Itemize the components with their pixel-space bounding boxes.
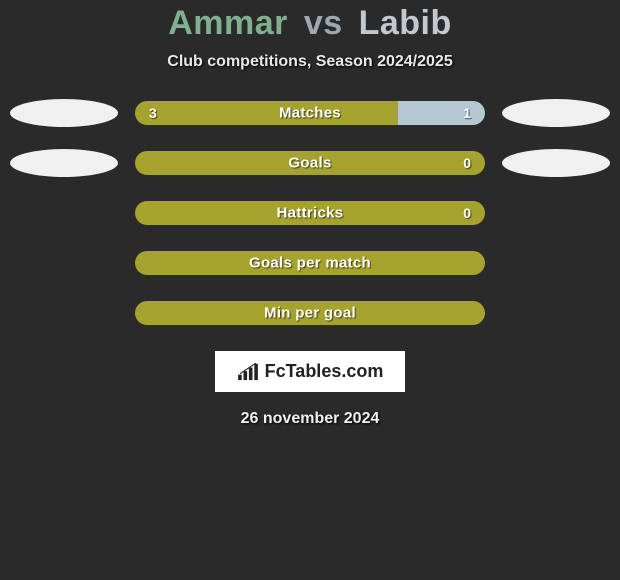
snapshot-date: 26 november 2024 <box>241 410 380 428</box>
stat-label: Goals per match <box>249 255 371 272</box>
stat-value-right: 0 <box>463 205 471 221</box>
stat-row: Goals per match <box>0 249 620 277</box>
stat-bar: 3 1 Matches <box>135 101 485 125</box>
bars-icon <box>237 363 259 381</box>
stat-row: 0 Hattricks <box>0 199 620 227</box>
player2-avatar-ellipse <box>502 99 610 127</box>
stat-row: 0 Goals <box>0 149 620 177</box>
stat-row: Min per goal <box>0 299 620 327</box>
stat-value-right: 0 <box>463 155 471 171</box>
stat-value-right: 1 <box>463 105 471 121</box>
player2-name: Labib <box>359 4 452 42</box>
player1-name: Ammar <box>168 4 288 42</box>
player1-avatar-ellipse <box>10 149 118 177</box>
player2-avatar-ellipse <box>502 149 610 177</box>
stat-value-left: 3 <box>149 105 157 121</box>
stat-bar: Min per goal <box>135 301 485 325</box>
comparison-widget: Ammar vs Labib Club competitions, Season… <box>0 0 620 428</box>
stat-row: 3 1 Matches <box>0 99 620 127</box>
stat-label: Hattricks <box>277 205 344 222</box>
title-vs: vs <box>304 4 343 42</box>
stat-rows: 3 1 Matches 0 Goals 0 Hattricks Goals per match… <box>0 99 620 327</box>
logo-text: FcTables.com <box>265 361 384 382</box>
source-logo: FcTables.com <box>215 351 406 392</box>
subtitle: Club competitions, Season 2024/2025 <box>167 53 452 71</box>
player1-avatar-ellipse <box>10 99 118 127</box>
stat-label: Goals <box>288 155 331 172</box>
stat-label: Min per goal <box>264 305 356 322</box>
stat-bar: 0 Goals <box>135 151 485 175</box>
stat-bar: 0 Hattricks <box>135 201 485 225</box>
stat-label: Matches <box>279 105 341 122</box>
stat-bar: Goals per match <box>135 251 485 275</box>
comparison-title: Ammar vs Labib <box>168 4 452 43</box>
